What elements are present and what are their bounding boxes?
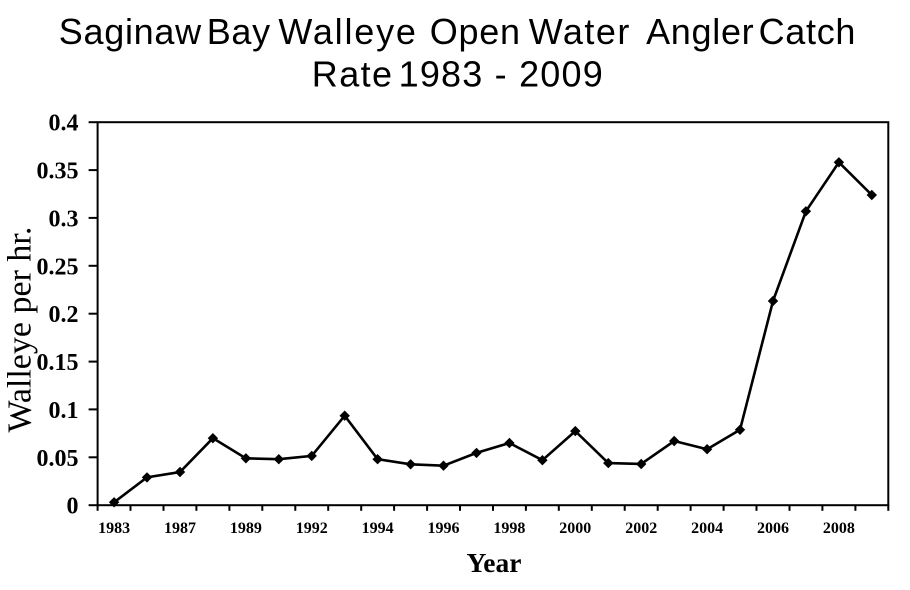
svg-text:0.25: 0.25: [37, 254, 79, 280]
svg-text:0.3: 0.3: [49, 206, 79, 232]
svg-text:0: 0: [67, 494, 79, 520]
svg-text:1992: 1992: [296, 520, 328, 537]
svg-text:Year: Year: [467, 547, 522, 578]
svg-text:1983: 1983: [98, 520, 130, 537]
svg-text:0.05: 0.05: [37, 446, 79, 472]
svg-text:Walleye per hr.: Walleye per hr.: [2, 227, 39, 433]
svg-text:2002: 2002: [625, 520, 657, 537]
svg-text:Open: Open: [430, 11, 521, 52]
svg-text:2004: 2004: [691, 520, 723, 537]
svg-text:2006: 2006: [757, 520, 789, 537]
svg-text:Rate: Rate: [312, 54, 394, 95]
svg-text:0.15: 0.15: [37, 350, 79, 376]
svg-text:1989: 1989: [230, 520, 262, 537]
svg-text:Water: Water: [529, 11, 631, 52]
svg-text:0.4: 0.4: [49, 111, 79, 137]
svg-text:1996: 1996: [428, 520, 460, 537]
svg-text:Angler: Angler: [646, 11, 754, 52]
svg-text:0.2: 0.2: [49, 302, 79, 328]
svg-text:1994: 1994: [362, 520, 394, 537]
svg-text:Bay: Bay: [207, 11, 271, 52]
svg-text:2000: 2000: [559, 520, 591, 537]
svg-text:1998: 1998: [493, 520, 525, 537]
svg-text:0.35: 0.35: [37, 159, 79, 185]
svg-text:2008: 2008: [823, 520, 855, 537]
svg-text:1983 - 2009: 1983 - 2009: [399, 54, 604, 95]
svg-text:0.1: 0.1: [49, 398, 79, 424]
svg-text:Catch: Catch: [759, 11, 857, 52]
svg-text:1987: 1987: [164, 520, 196, 537]
svg-text:Walleye: Walleye: [278, 11, 417, 52]
svg-text:Saginaw: Saginaw: [59, 11, 202, 52]
